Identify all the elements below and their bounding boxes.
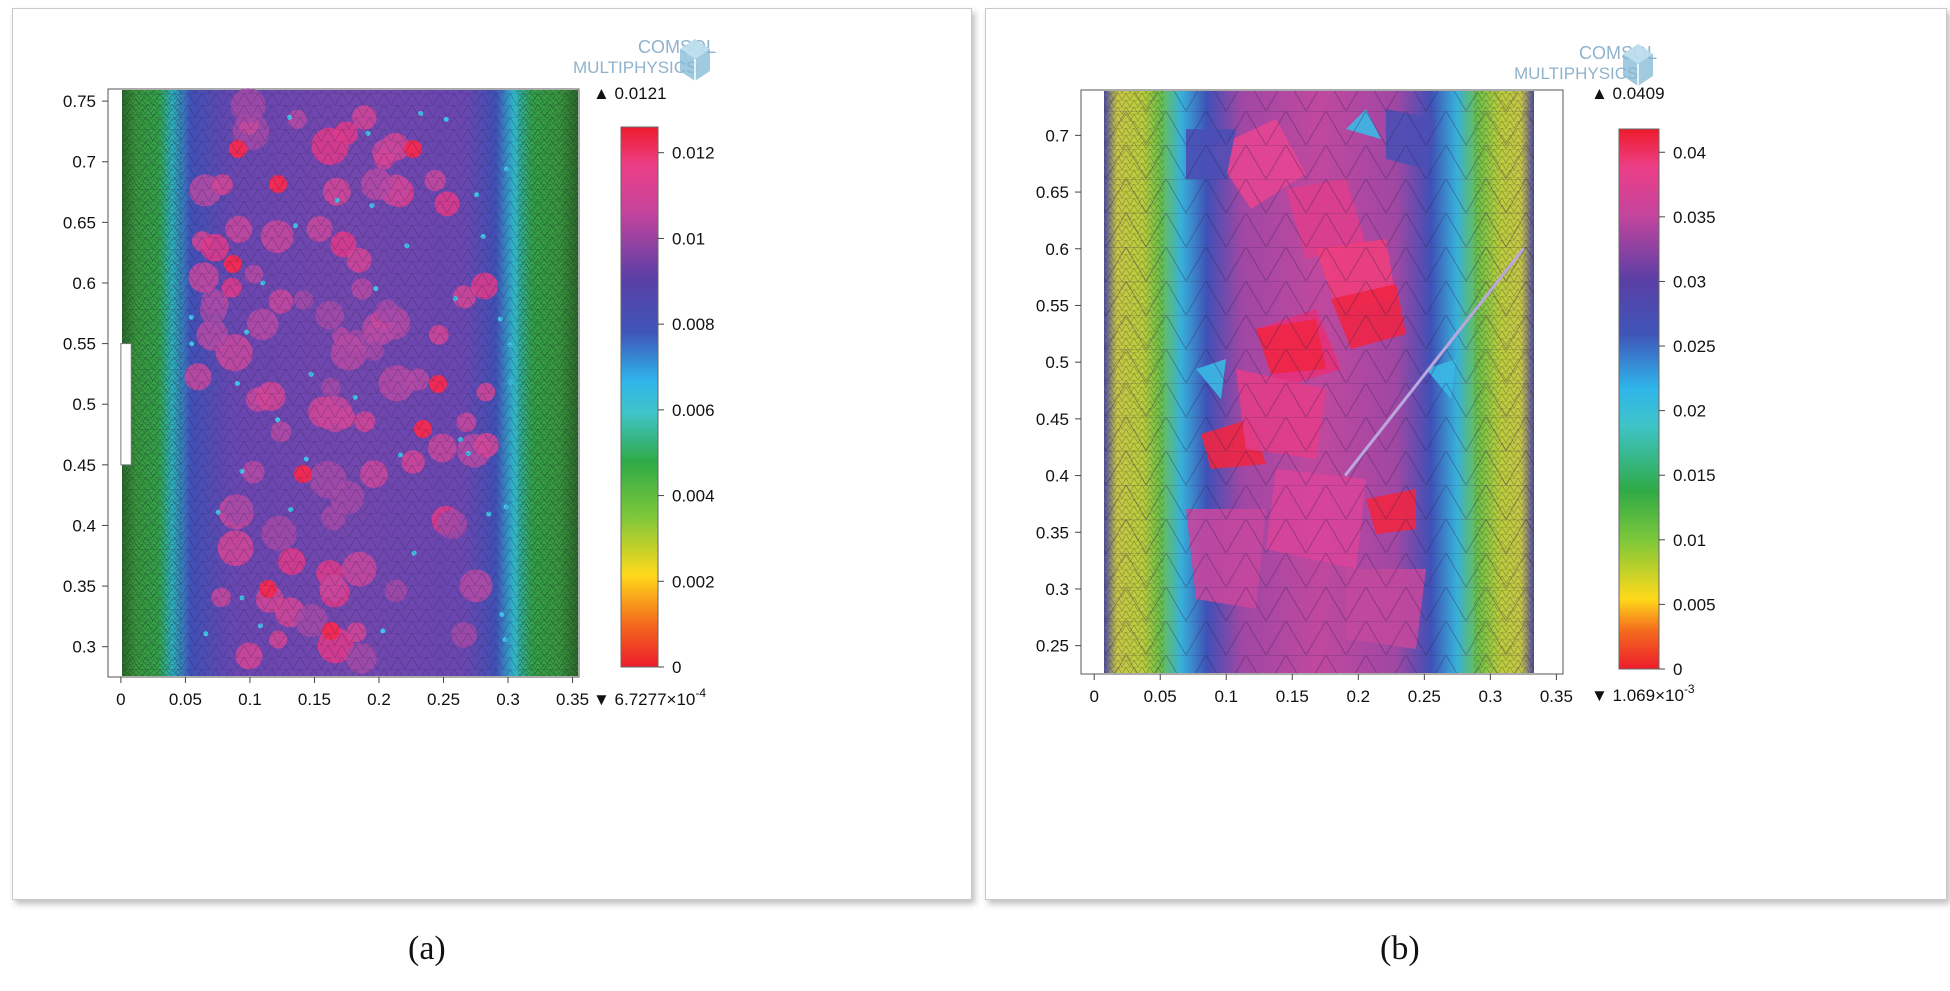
chart-b: COMSOL MULTIPHYSICS 0 0.05 0.1 0.15 0.2 0.25 0… [1036, 43, 1716, 706]
colorbar-tick-label: 0.004 [672, 487, 715, 506]
x-tick-label: 0 [1089, 687, 1098, 706]
y-tick-label: 0.55 [1036, 296, 1069, 315]
x-tick-label: 0.2 [1346, 687, 1370, 706]
x-tick-label: 0 [116, 690, 125, 709]
comsol-cube-icon [1623, 44, 1653, 86]
x-axis-a: 0 0.05 0.1 0.15 0.2 0.25 0.3 0.35 [116, 677, 589, 709]
y-tick-label: 0.35 [1036, 523, 1069, 542]
y-tick-label: 0.7 [72, 153, 96, 172]
colorbar-tick-label: 0.01 [672, 229, 705, 248]
x-tick-label: 0.15 [1276, 687, 1309, 706]
colorbar-tick-label: 0.008 [672, 315, 715, 334]
panel-b: COMSOL MULTIPHYSICS 0 0.05 0.1 0.15 0.2 0.25 0… [985, 8, 1947, 900]
colorbar-tick-label: 0.006 [672, 401, 715, 420]
y-tick-label: 0.25 [1036, 637, 1069, 656]
y-tick-label: 0.7 [1045, 126, 1069, 145]
colorbar-tick-label: 0 [672, 658, 681, 677]
colorbar-ticks-b: 0 0.005 0.01 0.015 0.02 0.025 0.03 0.035 0.04 [1659, 143, 1716, 679]
y-tick-label: 0.4 [1045, 467, 1069, 486]
colorbar-min-b: ▼ 1.069×10-3 [1591, 682, 1695, 705]
caption-b: (b) [1380, 930, 1420, 967]
chart-a: COMSOL MULTIPHYSICS 0 0.05 0.1 0.15 0.2 0.25 0… [63, 37, 716, 709]
colorbar-max-b: ▲ 0.0409 [1591, 84, 1665, 103]
colorbar-tick-label: 0.005 [1673, 595, 1716, 614]
y-tick-label: 0.65 [63, 213, 96, 232]
crack-line [1343, 247, 1525, 477]
y-tick-label: 0.6 [1045, 240, 1069, 259]
logo-line2: MULTIPHYSICS [573, 58, 697, 77]
colorbar-tick-label: 0.012 [672, 144, 715, 163]
colorbar-tick-label: 0 [1673, 660, 1682, 679]
caption-a: (a) [408, 930, 446, 967]
y-tick-label: 0.3 [1045, 580, 1069, 599]
y-tick-label: 0.5 [1045, 353, 1069, 372]
x-tick-label: 0.1 [238, 690, 262, 709]
panel-a: COMSOL MULTIPHYSICS 0 0.05 0.1 0.15 0.2 0.25 0… [12, 8, 972, 900]
x-tick-label: 0.15 [298, 690, 331, 709]
colorbar-a [620, 126, 659, 668]
comsol-cube-icon [680, 39, 710, 81]
colorbar-tick-label: 0.02 [1673, 402, 1706, 421]
y-tick-label: 0.6 [72, 274, 96, 293]
x-tick-label: 0.2 [367, 690, 391, 709]
y-tick-label: 0.35 [63, 577, 96, 596]
logo-line2-b: MULTIPHYSICS [1514, 64, 1638, 83]
y-tick-label: 0.45 [63, 456, 96, 475]
mesh-overlay-b [1104, 91, 1534, 673]
mesh-overlay-a [122, 90, 578, 676]
colorbar-tick-label: 0.035 [1673, 208, 1716, 227]
colorbar-tick-label: 0.002 [672, 572, 715, 591]
x-axis-b: 0 0.05 0.1 0.15 0.2 0.25 0.3 0.35 [1089, 674, 1573, 706]
y-tick-label: 0.55 [63, 335, 96, 354]
colorbar-tick-label: 0.025 [1673, 337, 1716, 356]
x-tick-label: 0.25 [427, 690, 460, 709]
x-tick-label: 0.35 [556, 690, 589, 709]
y-tick-label: 0.75 [63, 92, 96, 111]
y-tick-label: 0.45 [1036, 410, 1069, 429]
y-axis-b: 0.25 0.3 0.35 0.4 0.45 0.5 0.55 0.6 0.65 0.7 [1036, 126, 1081, 656]
y-tick-label: 0.3 [72, 638, 96, 657]
x-tick-label: 0.05 [169, 690, 202, 709]
colorbar-ticks-a: 0 0.002 0.004 0.006 0.008 0.01 0.012 [658, 144, 715, 677]
colorbar-tick-label: 0.01 [1673, 531, 1706, 550]
y-axis-a: 0.3 0.35 0.4 0.45 0.5 0.55 0.6 0.65 0.7 0.75 [63, 92, 108, 657]
colorbar-tick-label: 0.03 [1673, 272, 1706, 291]
x-tick-label: 0.25 [1408, 687, 1441, 706]
x-tick-label: 0.3 [496, 690, 520, 709]
colorbar-tick-label: 0.015 [1673, 466, 1716, 485]
y-tick-label: 0.4 [72, 516, 96, 535]
colorbar-tick-label: 0.04 [1673, 143, 1706, 162]
x-tick-label: 0.1 [1214, 687, 1238, 706]
y-tick-label: 0.5 [72, 395, 96, 414]
wall-segment [120, 343, 132, 466]
y-tick-label: 0.65 [1036, 183, 1069, 202]
x-tick-label: 0.35 [1540, 687, 1573, 706]
x-tick-label: 0.05 [1144, 687, 1177, 706]
x-tick-label: 0.3 [1479, 687, 1503, 706]
colorbar-b [1618, 128, 1660, 670]
colorbar-min-a: ▼ 6.7277×10-4 [593, 686, 706, 709]
colorbar-max-a: ▲ 0.0121 [593, 84, 667, 103]
